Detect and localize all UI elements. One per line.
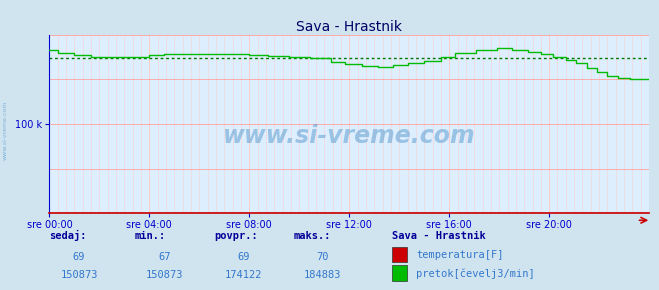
Text: Sava - Hrastnik: Sava - Hrastnik bbox=[392, 231, 486, 241]
Text: 67: 67 bbox=[159, 251, 171, 262]
Text: www.si-vreme.com: www.si-vreme.com bbox=[3, 101, 8, 160]
Text: povpr.:: povpr.: bbox=[214, 231, 258, 241]
Text: www.si-vreme.com: www.si-vreme.com bbox=[223, 124, 476, 148]
Text: min.:: min.: bbox=[135, 231, 166, 241]
Text: 150873: 150873 bbox=[146, 270, 183, 280]
Text: temperatura[F]: temperatura[F] bbox=[416, 250, 504, 260]
Text: 70: 70 bbox=[317, 251, 329, 262]
Text: 184883: 184883 bbox=[304, 270, 341, 280]
Text: sedaj:: sedaj: bbox=[49, 230, 87, 241]
Title: Sava - Hrastnik: Sava - Hrastnik bbox=[297, 20, 402, 34]
Text: pretok[čevelj3/min]: pretok[čevelj3/min] bbox=[416, 269, 535, 279]
Text: 150873: 150873 bbox=[61, 270, 98, 280]
Text: 69: 69 bbox=[73, 251, 85, 262]
Text: 174122: 174122 bbox=[225, 270, 262, 280]
Text: 69: 69 bbox=[238, 251, 250, 262]
Text: maks.:: maks.: bbox=[293, 231, 331, 241]
